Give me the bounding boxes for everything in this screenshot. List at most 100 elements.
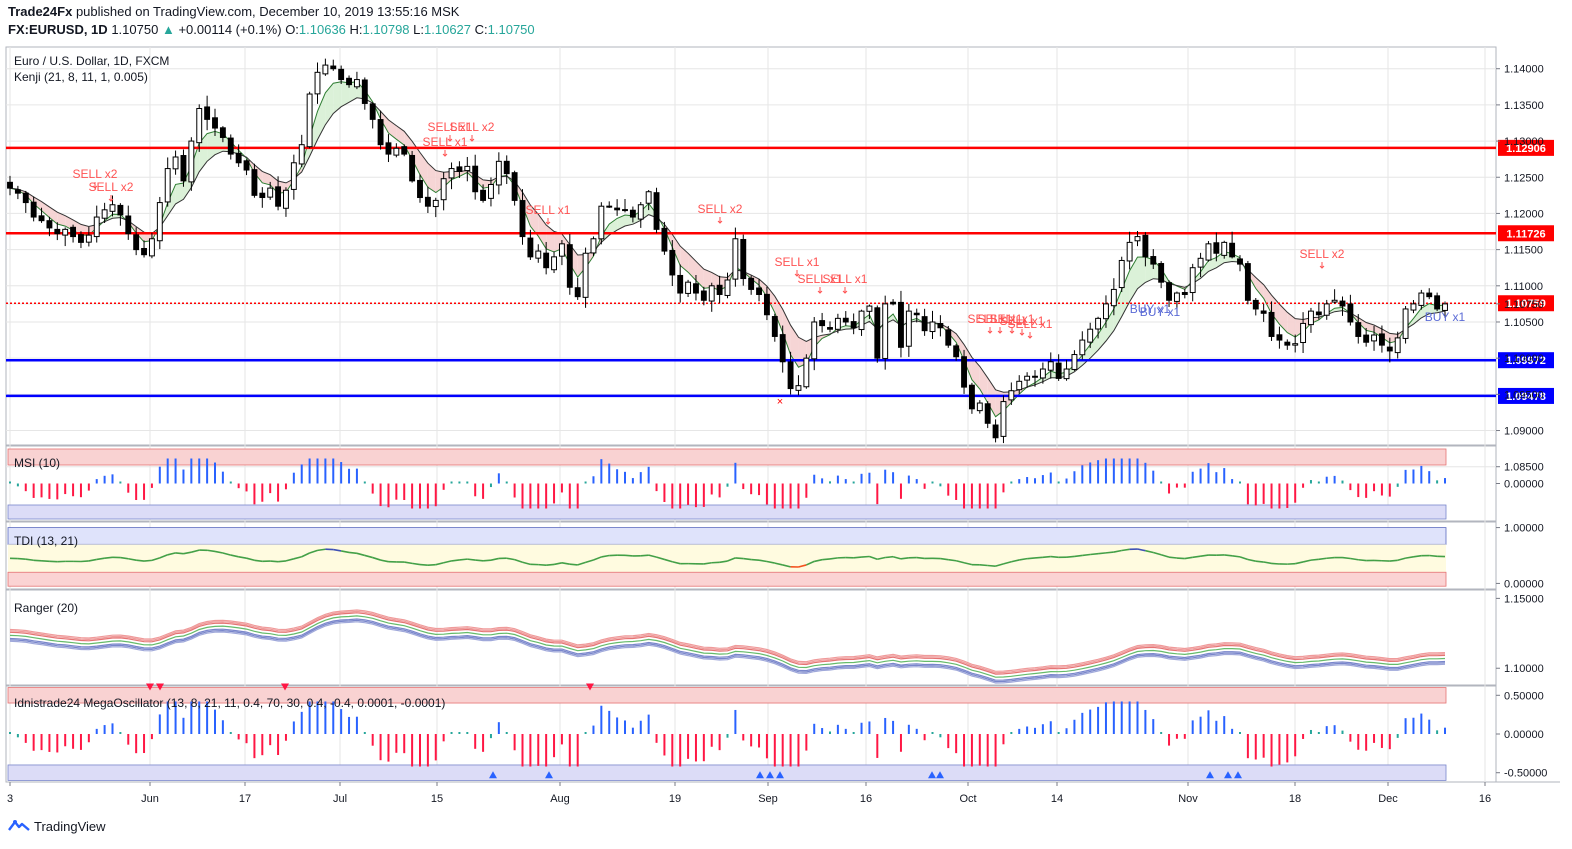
tdi-line-segment (1105, 551, 1114, 554)
tdi-line-segment (380, 559, 389, 563)
kenji-fill (33, 196, 42, 211)
tdi-line-segment (514, 558, 523, 563)
open-label: O: (285, 22, 299, 37)
candle-body (314, 71, 321, 95)
candle-body (456, 166, 463, 172)
time-tick-label: 16 (860, 793, 872, 805)
tdi-line-segment (96, 557, 105, 561)
tdi-line-segment (1326, 556, 1335, 560)
candle-body (1055, 362, 1062, 379)
panel-fills (7, 448, 1447, 781)
candle-body (527, 237, 534, 258)
published-text: published on TradingView.com, December 1… (75, 4, 460, 19)
candle-body (574, 287, 581, 298)
mega-upper-zone (7, 687, 1447, 704)
candle-body (866, 305, 873, 312)
tdi-line-segment (892, 555, 902, 560)
tdi-line-segment (829, 557, 838, 560)
candle-body (219, 127, 226, 138)
ranger-band-0 (9, 609, 1446, 672)
candle-body (93, 216, 100, 238)
chart-area[interactable]: 1.12906 1.11726 1.10759 1.09972 1.09478 SELL… (0, 38, 1572, 848)
tdi-line-segment (814, 558, 823, 563)
signal-label: SELL x1 (526, 203, 571, 217)
candle-body (196, 108, 203, 144)
candle-body (117, 204, 124, 216)
publisher-name: Trade24Fx (8, 4, 73, 19)
candle-body (1308, 310, 1314, 326)
tdi-line-segment (561, 562, 570, 565)
tdi-line-segment (1145, 549, 1154, 554)
candle-body (1221, 241, 1228, 256)
candle-body (716, 284, 723, 295)
candle-body (401, 146, 408, 155)
candle-body (369, 103, 376, 120)
candle-body (109, 204, 116, 212)
tdi-line-segment (475, 559, 484, 562)
candle-body (811, 321, 818, 360)
candle-body (448, 168, 455, 179)
tdi-line-segment (104, 556, 113, 560)
mega-buy-triangle-icon (1206, 771, 1214, 779)
candle-body (85, 234, 92, 243)
tdi-line-segment (727, 557, 736, 562)
candle-body (763, 293, 770, 316)
candle-body (1181, 292, 1188, 295)
candle-body (133, 234, 140, 251)
candle-body (156, 202, 163, 242)
candle-body (1315, 311, 1322, 316)
signal-marker (842, 287, 848, 294)
tdi-line-segment (1176, 557, 1185, 560)
tdi-line-segment (443, 560, 452, 564)
tdi-line-segment (270, 560, 279, 563)
candle-body (937, 323, 944, 329)
tdi-line-segment (364, 554, 373, 559)
price-tick-label: 1.14000 (1504, 64, 1544, 76)
candle-body (283, 189, 289, 209)
tdi-line-segment (309, 549, 318, 554)
candle-body (1103, 303, 1109, 320)
candle-body (46, 220, 53, 229)
candle-body (1268, 311, 1275, 337)
tdi-line-segment (766, 560, 775, 564)
tdi-line-segment (963, 561, 973, 566)
candle-body (1426, 292, 1433, 298)
candle-body (669, 250, 676, 276)
candle-body (62, 228, 69, 236)
signal-marker (987, 327, 993, 334)
tdi-upper-zone (7, 527, 1447, 545)
tdi-line-segment (1232, 555, 1241, 558)
candle-body (393, 147, 400, 156)
tdi-line-segment (916, 556, 925, 560)
level-label-box (1498, 225, 1554, 242)
kenji-fill (175, 182, 184, 204)
candle-body (480, 189, 487, 201)
mega-buy-triangle-icon (756, 771, 764, 779)
level-label: 1.10759 (1506, 298, 1546, 310)
level-label: 1.09478 (1506, 391, 1546, 403)
candle-body (795, 385, 802, 391)
candle-body (661, 227, 668, 252)
candle-body (827, 327, 833, 330)
tdi-line-segment (1153, 551, 1162, 556)
kenji-fill (325, 83, 334, 125)
msi-lower-zone (7, 504, 1447, 520)
candle-body (858, 310, 865, 331)
candle-body (1244, 263, 1251, 301)
candle-body (188, 140, 195, 183)
ranger-band-1 (9, 610, 1446, 674)
candle-body (1039, 368, 1046, 379)
signal-label: BUY x1 (1130, 302, 1171, 316)
candle-body (913, 312, 920, 316)
tradingview-logo-icon (8, 820, 30, 831)
tdi-line-segment (806, 560, 815, 566)
candle-body (432, 199, 439, 208)
tdi-line-segment (80, 560, 89, 563)
candle-body (629, 209, 636, 218)
kenji-fill (57, 212, 66, 227)
tdi-line-segment (735, 557, 744, 560)
candle-body (1323, 303, 1330, 316)
time-tick-label: Jun (141, 793, 159, 805)
ohlc-line: FX:EURUSD, 1D 1.10750 ▲ +0.00114 (+0.1%)… (8, 22, 535, 37)
tdi-line-segment (1342, 556, 1351, 560)
